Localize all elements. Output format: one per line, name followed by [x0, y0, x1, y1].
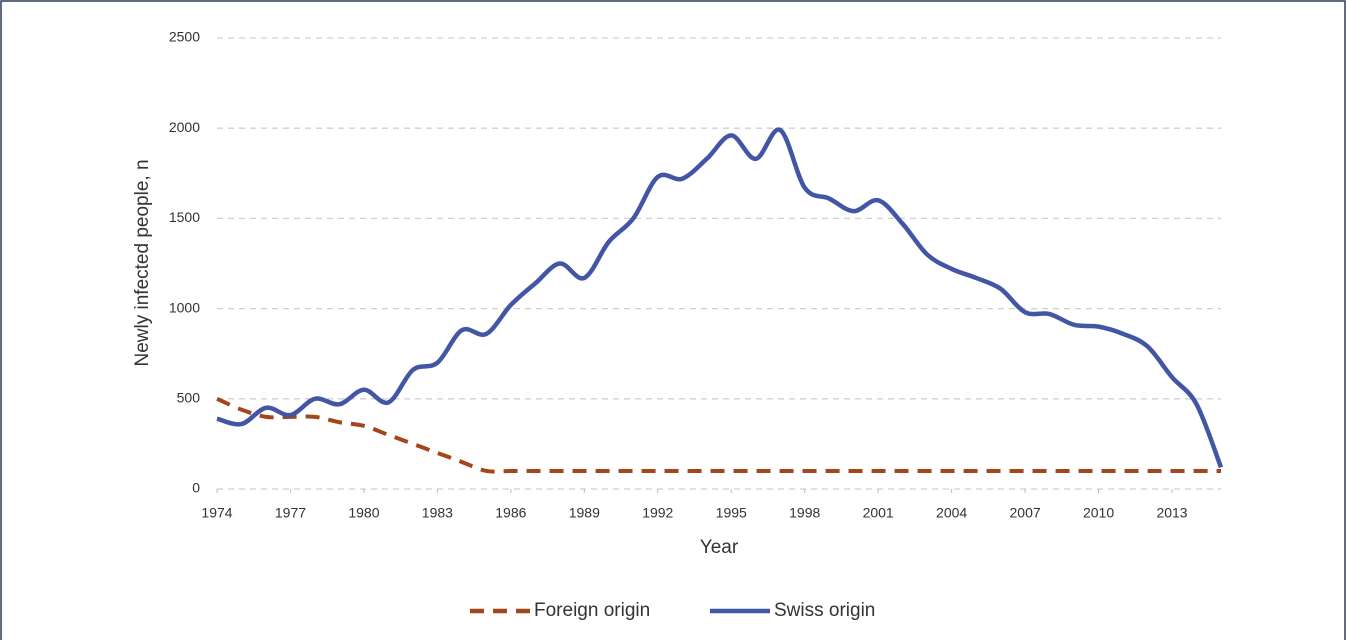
x-tick-label: 2013 — [1156, 505, 1187, 521]
y-tick-label: 0 — [192, 480, 200, 496]
legend-label: Swiss origin — [774, 600, 875, 621]
x-tick-label: 2010 — [1083, 505, 1114, 521]
x-tick-label: 1992 — [642, 505, 673, 521]
x-tick-label: 1980 — [348, 505, 379, 521]
y-tick-label: 1000 — [169, 299, 200, 315]
x-tick-label: 2004 — [936, 505, 967, 521]
x-tick-label: 1977 — [275, 505, 306, 521]
line-series — [216, 396, 1221, 474]
line-series — [216, 127, 1224, 469]
x-tick-label: 1986 — [495, 505, 526, 521]
x-tick-label: 1983 — [422, 505, 453, 521]
x-tick-label: 1989 — [569, 505, 600, 521]
y-tick-label: 1500 — [169, 209, 200, 225]
legend-label: Foreign origin — [534, 600, 650, 621]
x-tick-label: 1995 — [716, 505, 747, 521]
x-tick-label: 2001 — [863, 505, 894, 521]
x-tick-label: 1998 — [789, 505, 820, 521]
y-axis-label: Newly infected people, n — [132, 159, 153, 366]
y-tick-label: 2000 — [169, 119, 200, 135]
x-axis-label: Year — [700, 537, 739, 558]
x-tick-label: 1974 — [201, 505, 232, 521]
y-tick-label: 500 — [177, 390, 201, 406]
y-tick-label: 2500 — [169, 29, 200, 45]
x-tick-label: 2007 — [1010, 505, 1041, 521]
